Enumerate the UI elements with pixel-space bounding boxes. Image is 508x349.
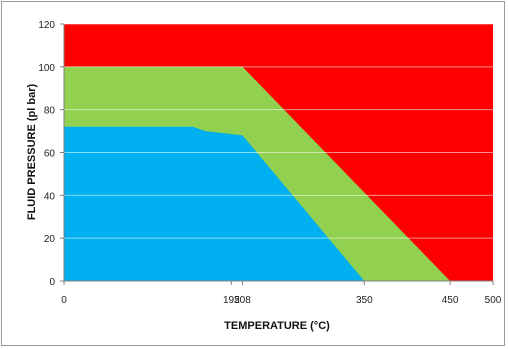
y-tick-label-6: 120 xyxy=(38,20,55,31)
grid-lines xyxy=(64,23,493,239)
y-tick-label-0: 0 xyxy=(49,277,55,288)
y-tick-label-3: 60 xyxy=(44,149,56,160)
x-tick-label-0: 0 xyxy=(61,295,67,306)
y-tick-label-1: 20 xyxy=(44,234,56,245)
x-tick-label-1: 195 xyxy=(223,295,240,306)
y-tick-label-4: 80 xyxy=(44,106,56,117)
y-tick-label-2: 40 xyxy=(44,191,56,202)
region-2 xyxy=(64,126,365,281)
x-tick-label-3: 350 xyxy=(356,295,373,306)
y-tick-label-5: 100 xyxy=(38,63,55,74)
y-axis-title: FLUID PRESSURE (pl bar) xyxy=(26,84,38,221)
x-tick-label-5: 500 xyxy=(485,295,502,306)
chart-axes xyxy=(60,23,494,285)
x-axis-title: TEMPERATURE (°C) xyxy=(224,320,330,332)
x-tick-label-2: 208 xyxy=(234,295,251,306)
x-tick-label-4: 450 xyxy=(442,295,459,306)
